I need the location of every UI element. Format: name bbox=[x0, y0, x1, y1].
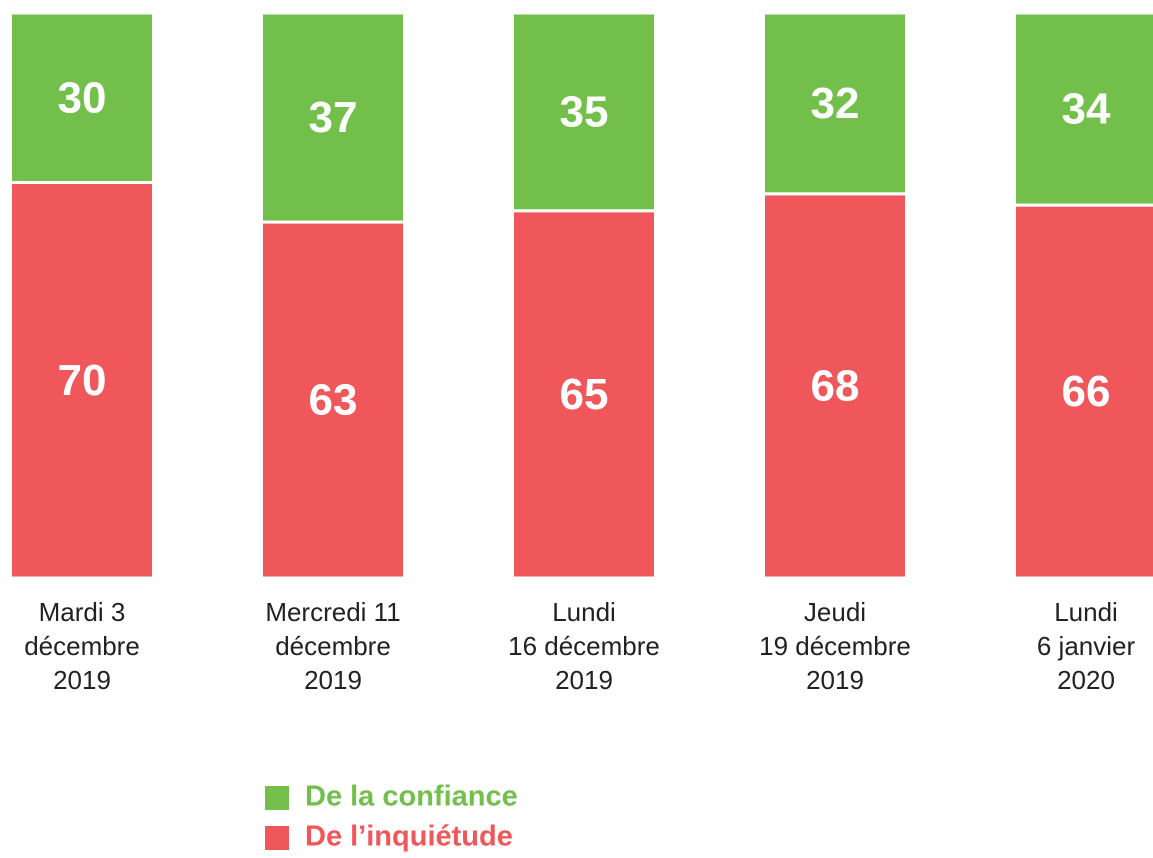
value-label: 32 bbox=[811, 79, 860, 128]
legend-swatch bbox=[265, 786, 289, 810]
x-tick-label: Lundi bbox=[1054, 597, 1118, 627]
x-tick-label: Mercredi 11 bbox=[265, 597, 400, 627]
x-tick-label: décembre bbox=[24, 631, 140, 661]
x-tick-label: 2020 bbox=[1057, 665, 1115, 695]
bar-segment bbox=[9, 181, 155, 580]
x-tick-label: 6 janvier bbox=[1037, 631, 1136, 661]
legend-label: De l’inquiétude bbox=[305, 821, 513, 853]
value-label: 34 bbox=[1062, 85, 1111, 134]
bar-segment bbox=[511, 11, 657, 213]
bar-segment bbox=[511, 209, 657, 580]
legend-swatch bbox=[265, 826, 289, 850]
x-tick-label: 2019 bbox=[806, 665, 864, 695]
value-label: 68 bbox=[811, 362, 860, 411]
x-tick-label: Lundi bbox=[552, 597, 616, 627]
x-tick-label: 2019 bbox=[555, 665, 613, 695]
x-tick-label: 2019 bbox=[304, 665, 362, 695]
bar-segment bbox=[1013, 203, 1153, 580]
legend-label: De la confiance bbox=[305, 781, 518, 813]
x-tick-label: 16 décembre bbox=[508, 631, 660, 661]
bar-segment bbox=[762, 192, 908, 580]
x-tick-label: Jeudi bbox=[804, 597, 866, 627]
bar-segment bbox=[1013, 11, 1153, 207]
value-label: 35 bbox=[560, 88, 609, 137]
bar-segment bbox=[9, 11, 155, 184]
x-tick-label: décembre bbox=[275, 631, 391, 661]
bar-segment bbox=[260, 11, 406, 224]
value-label: 63 bbox=[309, 376, 358, 425]
value-label: 37 bbox=[309, 93, 358, 142]
x-tick-label: 19 décembre bbox=[759, 631, 911, 661]
value-label: 66 bbox=[1062, 367, 1111, 416]
bar-segment bbox=[762, 11, 908, 196]
x-tick-label: 2019 bbox=[53, 665, 111, 695]
value-label: 70 bbox=[58, 356, 107, 405]
value-label: 30 bbox=[58, 73, 107, 122]
value-label: 65 bbox=[560, 370, 609, 419]
x-tick-label: Mardi 3 bbox=[39, 597, 126, 627]
